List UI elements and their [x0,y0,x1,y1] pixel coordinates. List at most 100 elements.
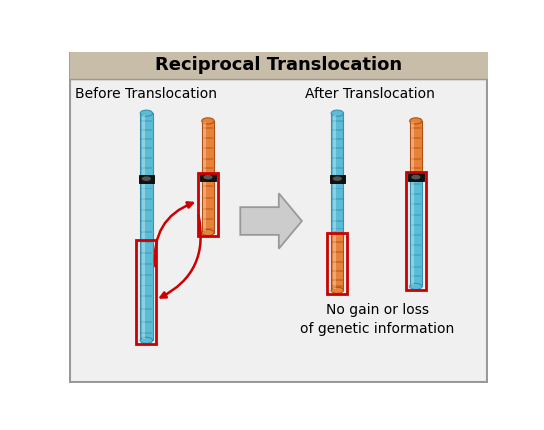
Bar [332,120,343,122]
Bar [200,173,215,181]
Ellipse shape [140,110,152,116]
Bar [411,193,421,195]
Ellipse shape [331,110,343,116]
Bar [333,234,336,289]
Bar [331,233,343,290]
Ellipse shape [202,118,214,124]
Bar [411,158,421,160]
Bar [141,285,152,286]
Bar [202,185,213,187]
Text: After Translocation: After Translocation [305,87,435,101]
Text: Reciprocal Translocation: Reciprocal Translocation [155,56,403,74]
Text: Before Translocation: Before Translocation [76,87,218,101]
Bar [411,203,421,205]
Bar [202,177,214,233]
Bar [141,157,152,159]
Bar [332,270,343,272]
Bar [202,138,213,139]
Bar [332,285,343,287]
Bar [141,220,152,222]
Bar [141,187,152,190]
Bar [70,52,487,79]
Bar [411,224,421,226]
Bar [141,209,152,211]
Bar [202,127,213,129]
Bar [411,168,421,169]
Bar [406,172,426,290]
Bar [411,214,421,215]
Bar [332,129,343,131]
Bar [332,157,343,159]
Ellipse shape [142,176,151,181]
Bar [137,240,156,344]
Bar [141,274,152,276]
Bar [332,209,343,211]
Bar [332,147,343,149]
Ellipse shape [410,283,422,289]
Bar [410,175,422,177]
Ellipse shape [202,230,214,236]
Bar [141,129,152,131]
Bar [331,178,343,233]
Bar [411,255,421,256]
Bar [332,251,343,252]
Bar [411,245,421,246]
Ellipse shape [140,337,152,344]
Bar [411,147,421,149]
Bar [332,261,343,263]
Bar [198,173,218,237]
Bar [202,158,213,160]
Bar [139,175,154,182]
Polygon shape [240,193,302,249]
Bar [408,173,424,181]
Bar [333,180,336,231]
Bar [141,198,152,200]
Bar [411,275,421,277]
Bar [332,227,343,230]
Bar [141,332,152,334]
Bar [411,266,421,268]
Bar [332,279,343,281]
Bar [332,168,343,169]
Bar [141,295,152,297]
Bar [332,220,343,222]
Bar [141,120,152,122]
Ellipse shape [333,176,342,181]
Ellipse shape [203,175,213,179]
Bar [140,178,152,341]
Bar [141,308,152,310]
Text: No gain or loss
of genetic information: No gain or loss of genetic information [300,303,454,336]
Bar [411,127,421,129]
Bar [411,123,415,175]
Bar [203,123,206,175]
Bar [411,177,415,285]
Bar [332,198,343,200]
Bar [327,233,347,294]
Bar [141,230,152,233]
Bar [140,113,152,178]
Bar [411,183,421,185]
Bar [331,113,343,178]
Bar [332,138,343,140]
Ellipse shape [410,118,422,124]
Bar [141,147,152,149]
Bar [141,252,152,254]
Bar [142,115,145,177]
Bar [141,168,152,169]
Bar [203,178,206,231]
Bar [411,138,421,139]
Bar [411,175,415,177]
Bar [410,121,422,177]
Bar [332,187,343,190]
Bar [411,234,421,236]
Bar [332,241,343,243]
Bar [141,241,152,243]
Bar [202,121,214,177]
Bar [142,180,145,339]
Bar [202,197,213,199]
Bar [141,322,152,323]
Bar [202,218,213,220]
Ellipse shape [331,287,343,293]
Ellipse shape [411,175,421,179]
Bar [330,175,345,182]
